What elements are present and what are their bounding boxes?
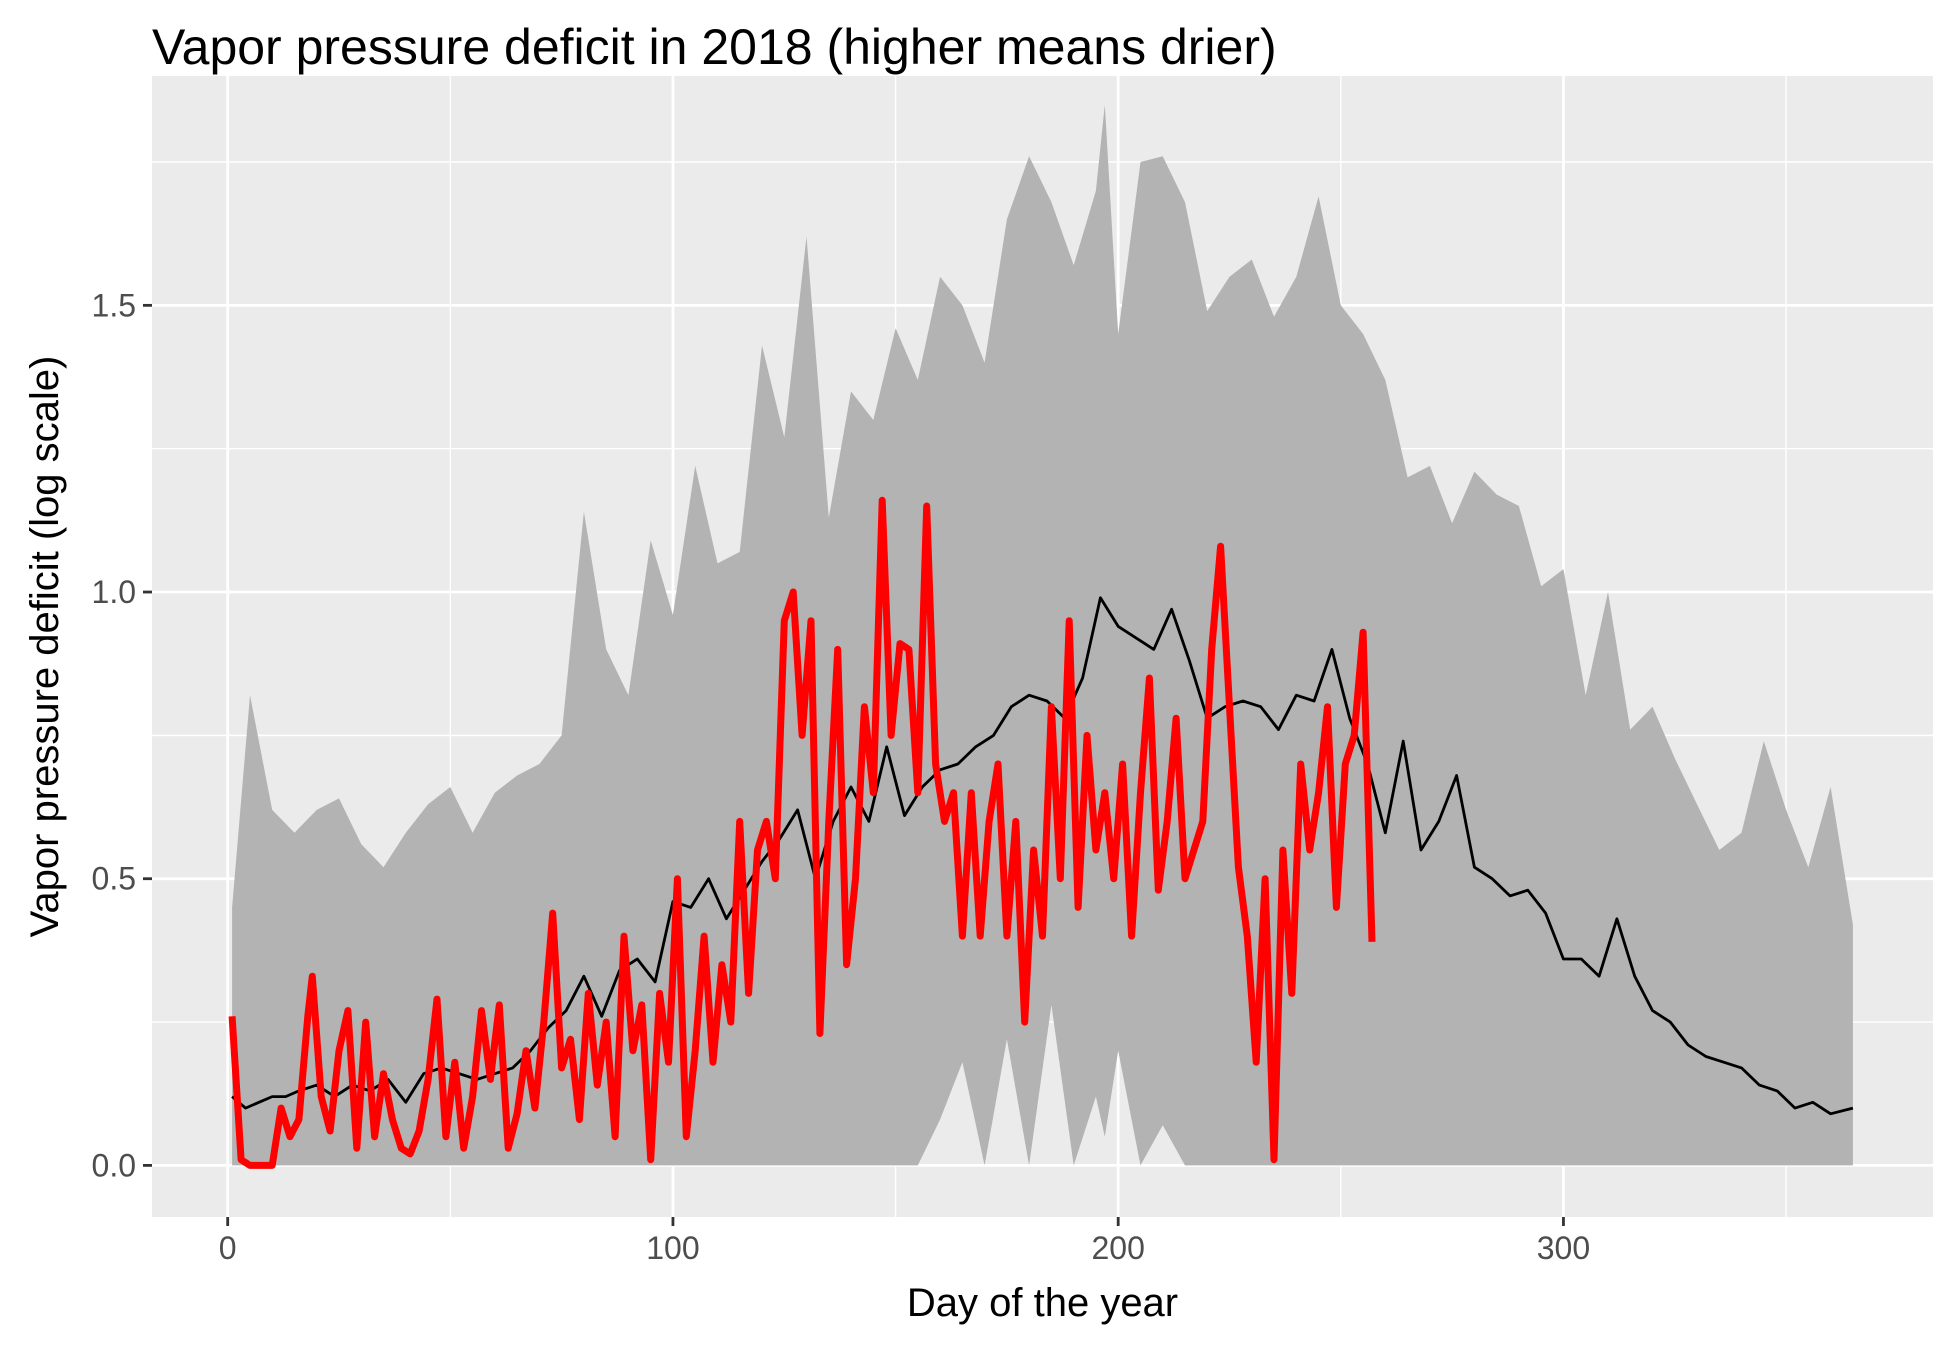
y-tick-label: 0.5 (92, 861, 136, 897)
x-tick-label: 0 (219, 1230, 237, 1266)
x-tick-label: 100 (646, 1230, 699, 1266)
y-tick-label: 1.5 (92, 287, 136, 323)
x-tick-label: 300 (1537, 1230, 1590, 1266)
year-2018-line (228, 496, 1376, 1169)
mean-line (231, 596, 1854, 1116)
x-axis-title: Day of the year (907, 1281, 1178, 1325)
y-tick-label: 1.0 (92, 574, 136, 610)
x-axis: 0 100 200 300 (219, 1217, 1590, 1266)
y-tick-label: 0.0 (92, 1147, 136, 1183)
chart-title: Vapor pressure deficit in 2018 (higher m… (152, 19, 1277, 75)
y-axis-title: Vapor pressure deficit (log scale) (23, 356, 67, 938)
historical-range-band (232, 104, 1853, 1166)
x-tick-label: 200 (1091, 1230, 1144, 1266)
y-axis: 0.0 0.5 1.0 1.5 (92, 287, 152, 1183)
